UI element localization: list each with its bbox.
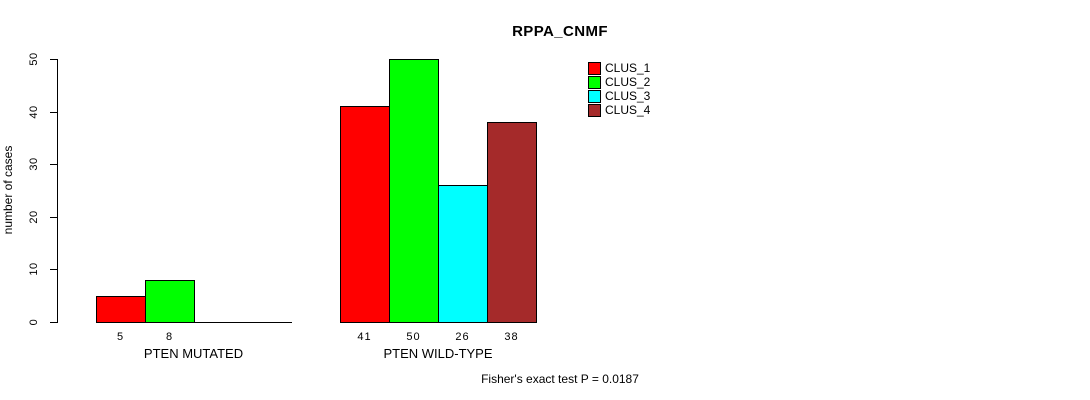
bar-value-label: 41 [357, 331, 372, 343]
legend-swatch [588, 90, 601, 103]
legend-label: CLUS_3 [605, 89, 651, 103]
bar-clus_1 [96, 296, 146, 323]
bar-clus_1 [340, 106, 390, 323]
y-axis-tick [50, 322, 57, 323]
legend-label: CLUS_2 [605, 75, 651, 89]
chart-title: RPPA_CNMF [512, 23, 608, 40]
x-axis-group-label: PTEN MUTATED [143, 346, 244, 361]
bar-clus_2 [145, 280, 195, 323]
bar-value-label: 8 [165, 331, 174, 343]
y-axis-tick [50, 59, 57, 60]
y-axis-tick-label: 50 [28, 52, 40, 66]
bar-value-label: 38 [504, 331, 519, 343]
annotation-text: Fisher's exact test P = 0.0187 [481, 372, 639, 386]
y-axis-tick [50, 164, 57, 165]
bar-value-label: 50 [406, 331, 421, 343]
y-axis-tick-label: 40 [28, 105, 40, 119]
y-axis-label: number of cases [1, 145, 15, 235]
legend-item: CLUS_2 [588, 76, 650, 89]
legend-item: CLUS_3 [588, 90, 650, 103]
legend-item: CLUS_4 [588, 104, 650, 117]
bar-clus_2 [389, 59, 439, 323]
legend-label: CLUS_4 [605, 103, 651, 117]
bar-clus_3 [438, 185, 488, 323]
bar-value-label: 26 [455, 331, 470, 343]
legend-swatch [588, 104, 601, 117]
y-axis-tick [50, 112, 57, 113]
y-axis-tick [50, 269, 57, 270]
bar-clus_4 [487, 122, 537, 323]
y-axis-tick-label: 20 [28, 210, 40, 224]
bar-value-label: 5 [116, 331, 125, 343]
y-axis-tick-label: 30 [28, 157, 40, 171]
legend-label: CLUS_1 [605, 61, 651, 75]
y-axis-tick [50, 217, 57, 218]
legend-item: CLUS_1 [588, 62, 650, 75]
legend-swatch [588, 62, 601, 75]
y-axis-tick-label: 10 [28, 262, 40, 276]
legend-swatch [588, 76, 601, 89]
y-axis-line [57, 59, 58, 323]
x-axis-group-label: PTEN WILD-TYPE [383, 346, 493, 361]
y-axis-tick-label: 0 [28, 318, 40, 326]
